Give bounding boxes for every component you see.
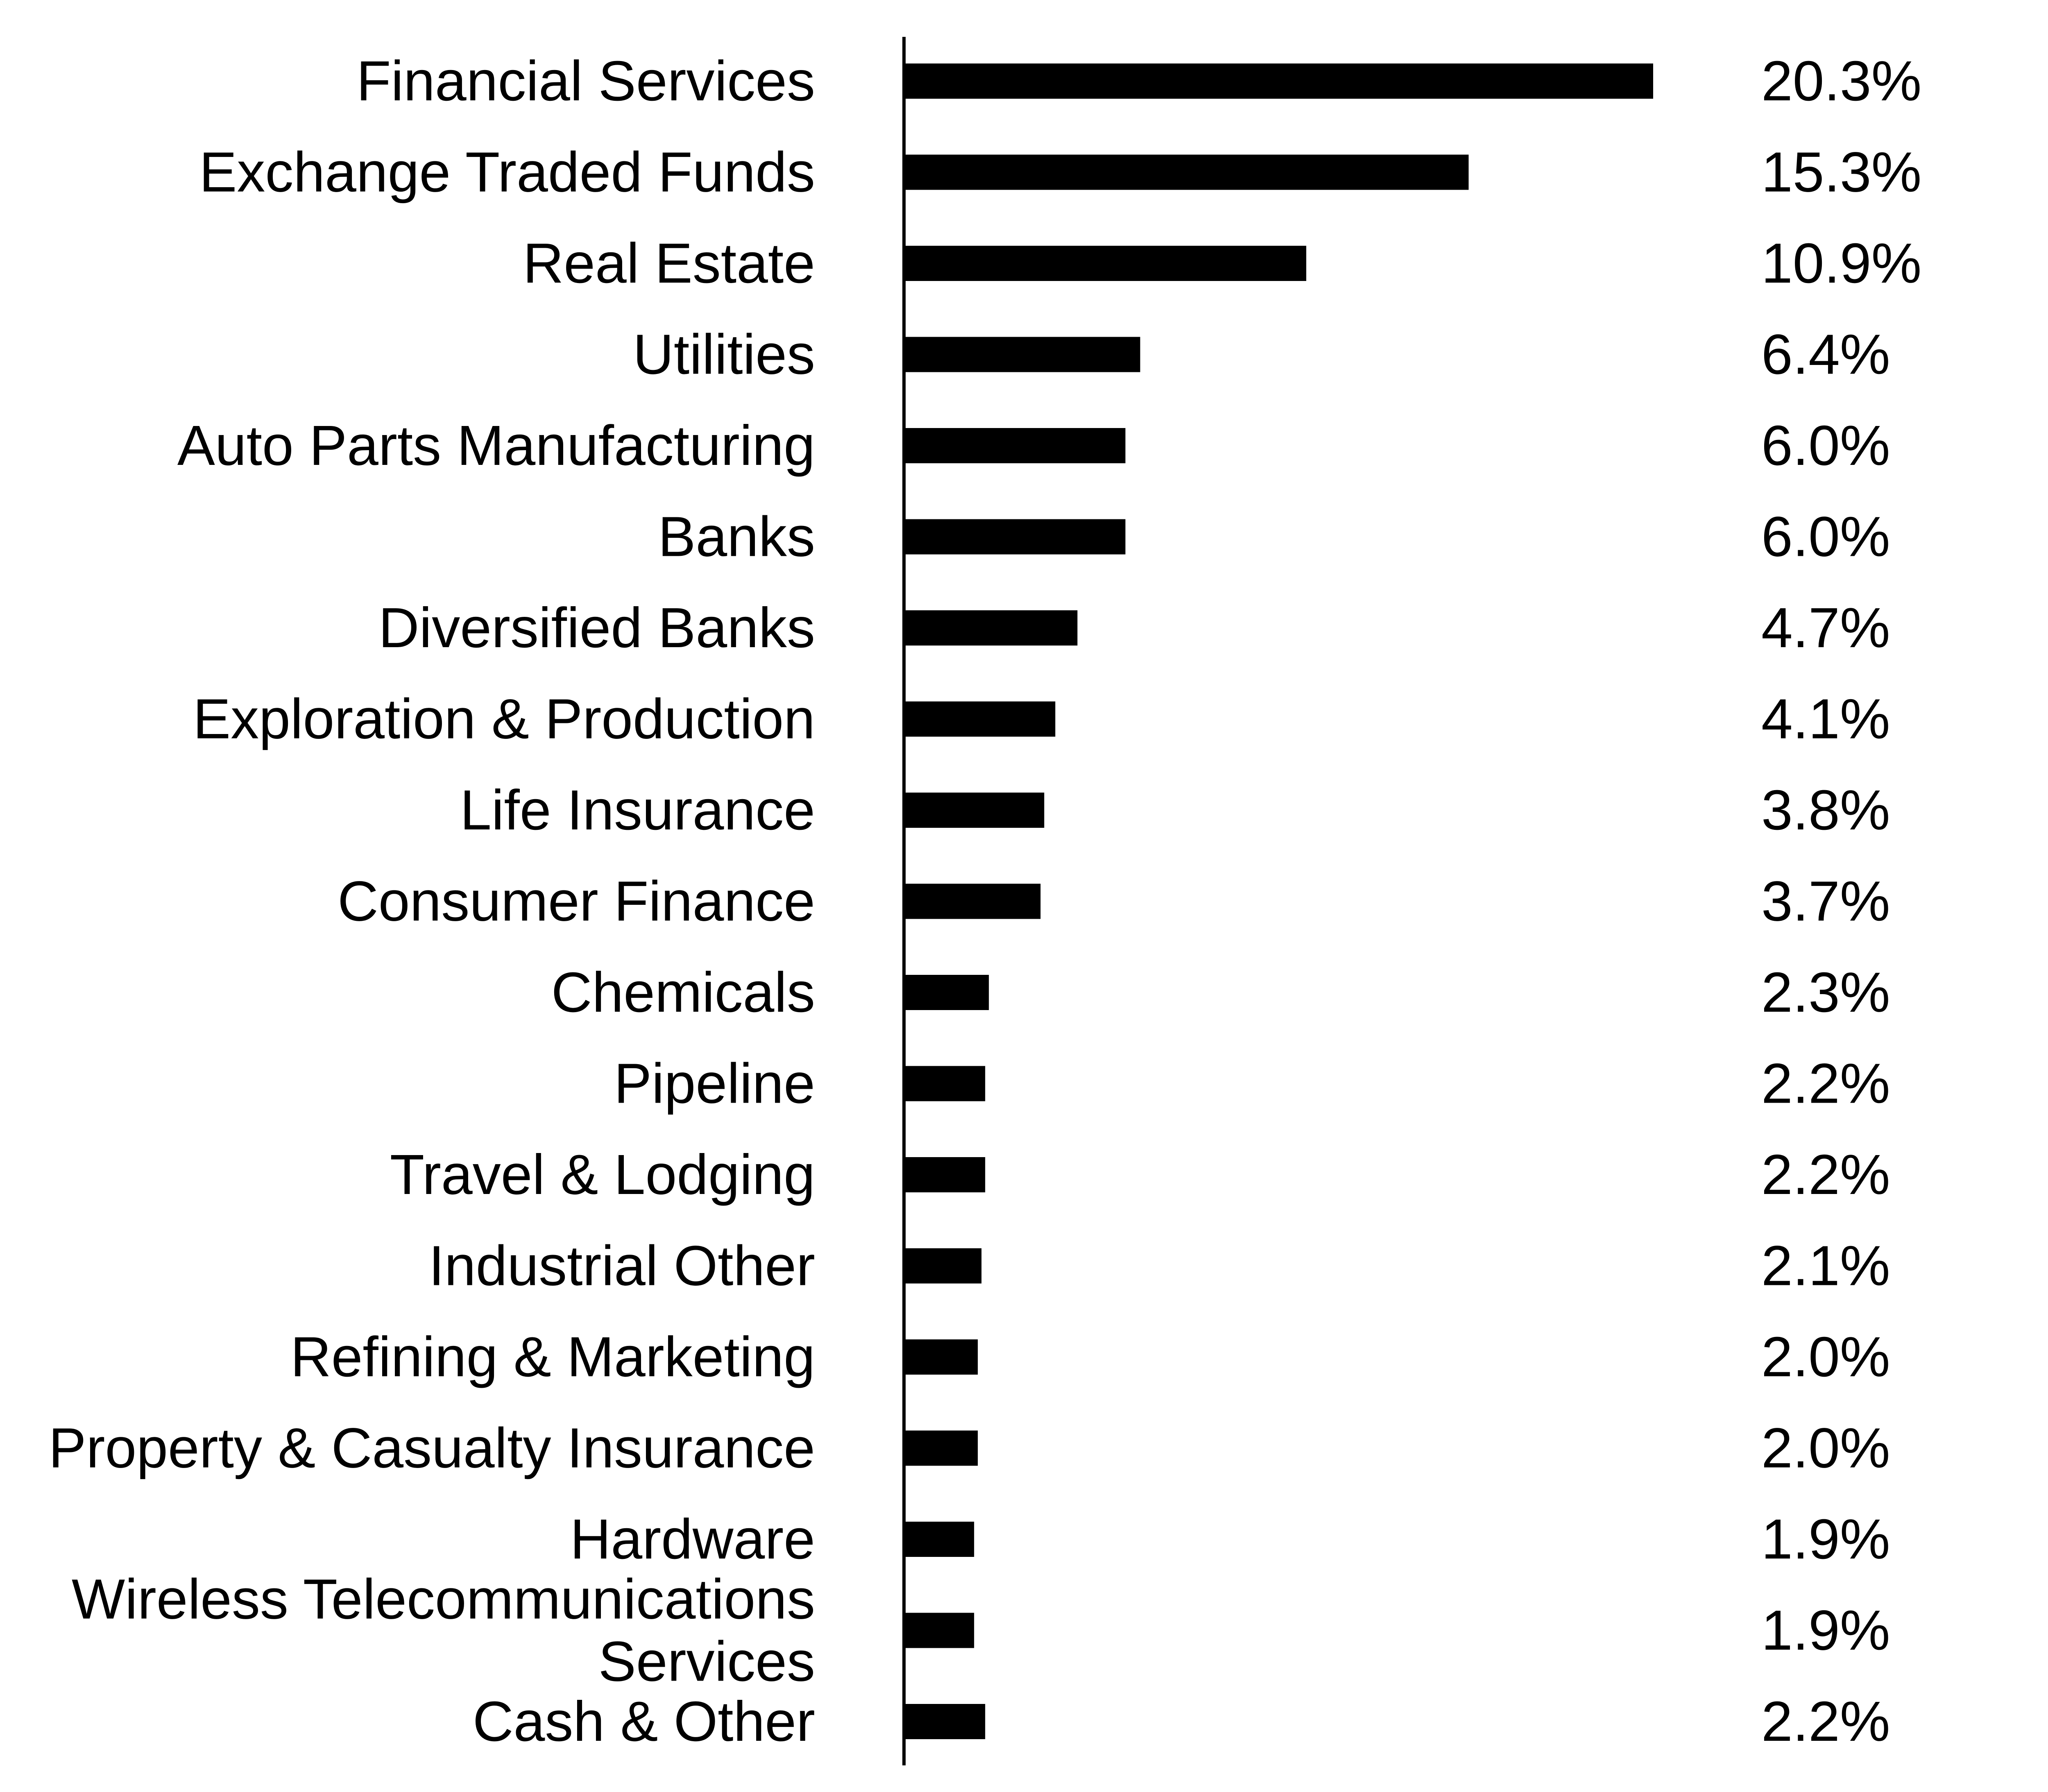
- category-label-11: Pipeline: [614, 1052, 815, 1115]
- bar-14: [904, 1339, 978, 1375]
- value-label-10: 2.3%: [1761, 961, 1890, 1024]
- category-label-17-line-1: Services: [598, 1630, 815, 1693]
- category-label-18: Cash & Other: [473, 1690, 815, 1753]
- bar-6: [904, 610, 1078, 646]
- category-labels: Financial Services Exchange Traded Funds R…: [48, 50, 815, 1753]
- category-label-14: Refining & Marketing: [290, 1325, 815, 1389]
- category-label-7: Exploration & Production: [193, 688, 815, 751]
- value-label-14: 2.0%: [1761, 1325, 1890, 1389]
- value-label-13: 2.1%: [1761, 1235, 1890, 1298]
- bar-4: [904, 428, 1126, 463]
- bar-18: [904, 1704, 985, 1739]
- bar-7: [904, 701, 1056, 737]
- value-label-0: 20.3%: [1761, 50, 1921, 113]
- value-labels: 20.3% 15.3% 10.9% 6.4% 6.0% 6.0% 4.7% 4.1% 3.8% 3…: [1761, 50, 1921, 1753]
- bar-9: [904, 884, 1041, 919]
- value-label-9: 3.7%: [1761, 870, 1890, 933]
- value-label-5: 6.0%: [1761, 505, 1890, 569]
- value-label-12: 2.2%: [1761, 1143, 1890, 1206]
- bar-13: [904, 1248, 982, 1284]
- category-label-10: Chemicals: [551, 961, 815, 1024]
- category-label-17-line-0: Wireless Telecommunications: [72, 1568, 815, 1631]
- category-label-3: Utilities: [633, 323, 815, 386]
- bar-1: [904, 154, 1469, 190]
- bar-16: [904, 1522, 974, 1557]
- value-label-1: 15.3%: [1761, 141, 1921, 204]
- value-label-11: 2.2%: [1761, 1052, 1890, 1115]
- value-label-6: 4.7%: [1761, 596, 1890, 659]
- category-label-4: Auto Parts Manufacturing: [177, 414, 815, 477]
- category-label-6: Diversified Banks: [378, 596, 815, 659]
- category-label-13: Industrial Other: [429, 1235, 815, 1298]
- bar-8: [904, 793, 1044, 828]
- bar-12: [904, 1157, 985, 1192]
- bar-0: [904, 63, 1654, 99]
- category-label-9: Consumer Finance: [338, 870, 815, 933]
- category-label-15: Property & Casualty Insurance: [48, 1417, 815, 1480]
- value-label-17: 1.9%: [1761, 1599, 1890, 1662]
- value-label-7: 4.1%: [1761, 688, 1890, 751]
- value-label-16: 1.9%: [1761, 1508, 1890, 1571]
- bars: [904, 63, 1654, 1739]
- bar-5: [904, 519, 1126, 555]
- category-label-8: Life Insurance: [460, 779, 815, 842]
- value-label-18: 2.2%: [1761, 1690, 1890, 1753]
- value-label-4: 6.0%: [1761, 414, 1890, 477]
- category-label-1: Exchange Traded Funds: [199, 141, 815, 204]
- value-label-3: 6.4%: [1761, 323, 1890, 386]
- value-label-2: 10.9%: [1761, 232, 1921, 295]
- value-label-15: 2.0%: [1761, 1417, 1890, 1480]
- category-label-5: Banks: [658, 505, 815, 569]
- category-label-16: Hardware: [570, 1508, 815, 1571]
- category-label-12: Travel & Lodging: [390, 1143, 815, 1206]
- category-label-2: Real Estate: [523, 232, 815, 295]
- value-label-8: 3.8%: [1761, 779, 1890, 842]
- bar-10: [904, 975, 989, 1010]
- bar-2: [904, 246, 1307, 281]
- bar-17: [904, 1613, 974, 1648]
- bar-15: [904, 1430, 978, 1466]
- bar-11: [904, 1066, 985, 1101]
- category-label-0: Financial Services: [356, 50, 815, 113]
- bar-3: [904, 337, 1140, 372]
